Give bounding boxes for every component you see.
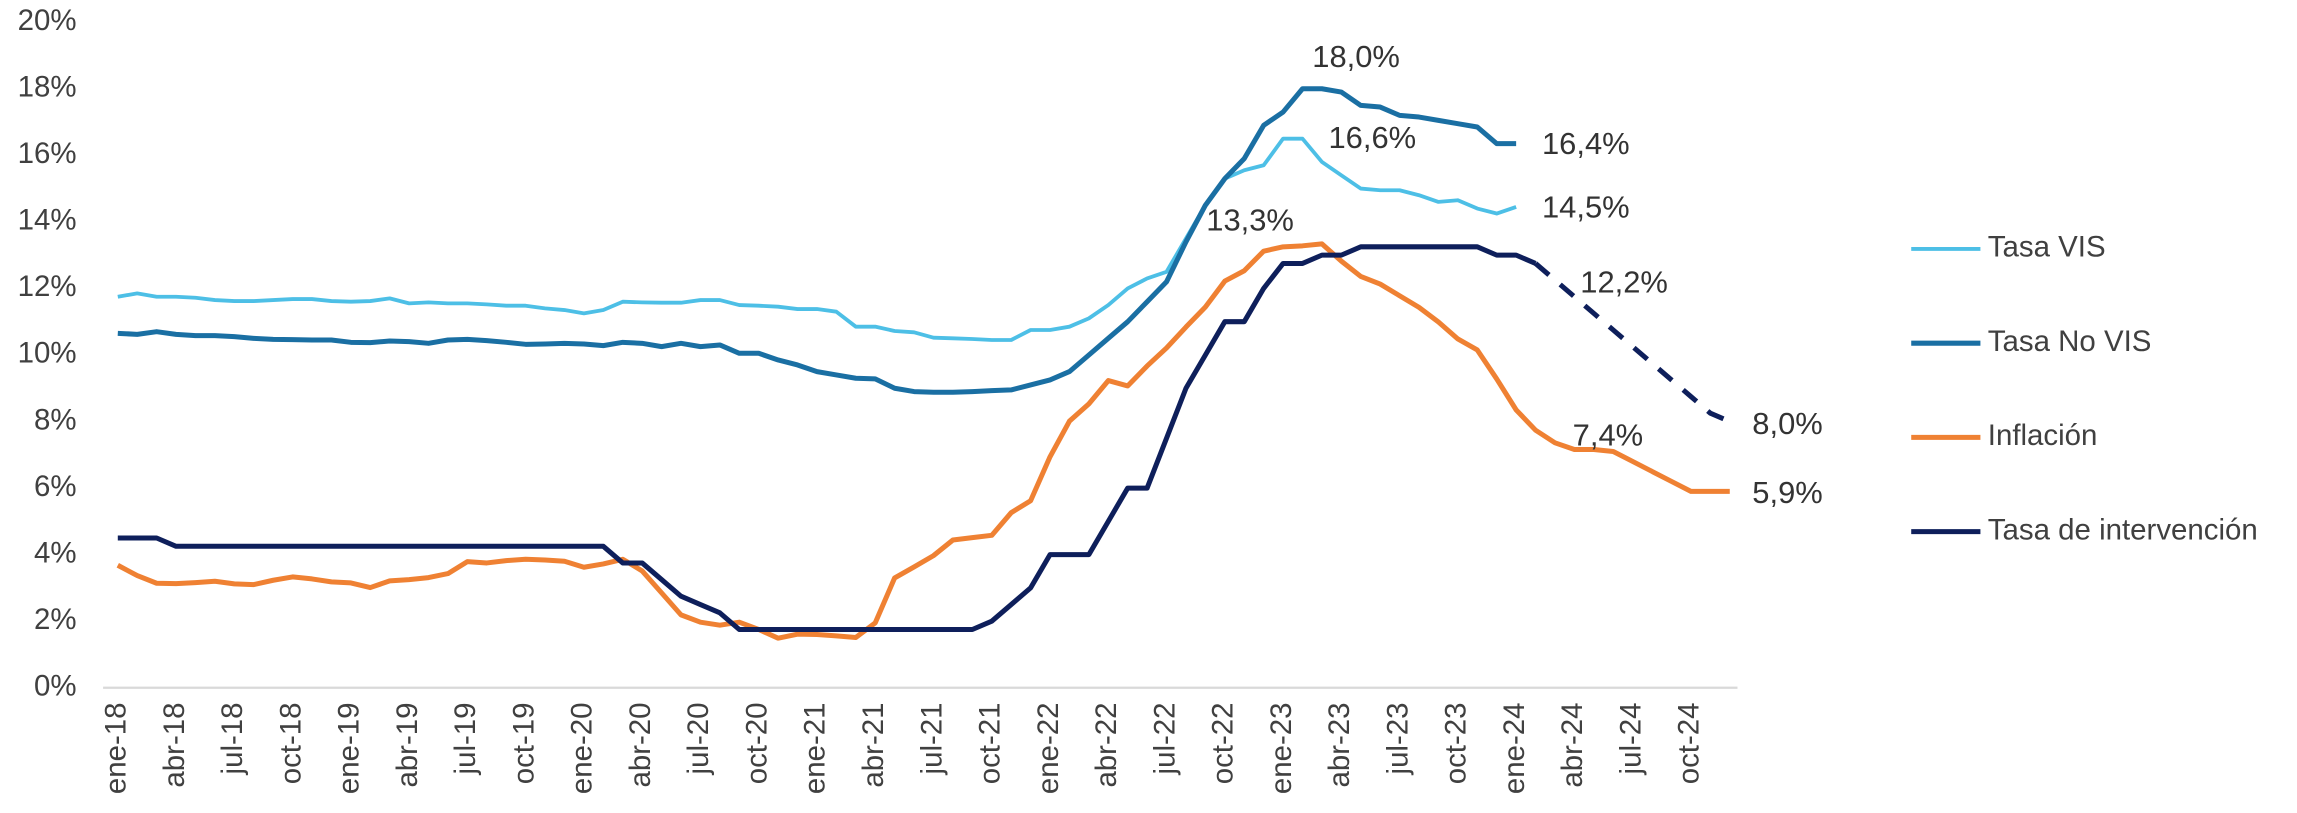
x-tick-label: oct-18 xyxy=(274,702,307,784)
y-tick-label: 10% xyxy=(18,337,77,370)
annotation: 12,2% xyxy=(1580,264,1668,299)
x-tick-label: abr-21 xyxy=(857,702,890,787)
series-line-projection xyxy=(1533,261,1731,424)
annotation: 8,0% xyxy=(1752,406,1822,441)
x-tick-label: ene-22 xyxy=(1032,702,1065,794)
y-tick-label: 4% xyxy=(34,536,77,569)
x-tick-label: oct-24 xyxy=(1673,702,1706,784)
series-line xyxy=(117,86,1517,395)
x-tick-label: oct-21 xyxy=(974,702,1007,784)
annotation: 14,5% xyxy=(1542,189,1630,224)
y-tick-label: 18% xyxy=(18,71,77,104)
annotation: 16,6% xyxy=(1328,120,1416,155)
x-tick-label: oct-23 xyxy=(1440,702,1473,784)
x-tick-label: jul-24 xyxy=(1614,702,1647,775)
annotation: 18,0% xyxy=(1312,39,1400,74)
x-tick-label: jul-22 xyxy=(1148,702,1181,775)
x-tick-label: abr-19 xyxy=(391,702,424,787)
legend-label: Tasa No VIS xyxy=(1988,325,2152,358)
annotation: 16,4% xyxy=(1542,126,1630,161)
annotation: 13,3% xyxy=(1206,203,1294,238)
x-tick-label: oct-22 xyxy=(1207,702,1240,784)
annotation: 7,4% xyxy=(1573,418,1643,453)
annotation: 5,9% xyxy=(1752,475,1822,510)
x-tick-label: abr-20 xyxy=(624,702,657,787)
y-tick-label: 8% xyxy=(34,403,77,436)
y-tick-label: 16% xyxy=(18,137,77,170)
y-tick-label: 20% xyxy=(18,4,77,37)
x-tick-label: abr-23 xyxy=(1323,702,1356,787)
x-tick-label: abr-24 xyxy=(1556,702,1589,787)
x-tick-label: abr-22 xyxy=(1090,702,1123,787)
x-tick-label: ene-20 xyxy=(566,702,599,794)
x-tick-label: oct-19 xyxy=(507,702,540,784)
y-tick-label: 6% xyxy=(34,470,77,503)
series-line xyxy=(116,241,1730,641)
legend-label: Tasa de intervención xyxy=(1988,513,2258,546)
x-tick-label: abr-18 xyxy=(158,702,191,787)
x-tick-label: ene-24 xyxy=(1498,702,1531,794)
legend-label: Inflación xyxy=(1988,419,2098,452)
x-tick-label: jul-20 xyxy=(682,702,715,775)
x-tick-label: ene-18 xyxy=(100,702,133,794)
x-tick-label: jul-19 xyxy=(449,702,482,775)
x-tick-label: oct-20 xyxy=(740,702,773,784)
x-tick-label: ene-19 xyxy=(333,702,366,794)
y-tick-label: 12% xyxy=(18,270,77,303)
x-tick-label: jul-23 xyxy=(1381,702,1414,775)
series-line xyxy=(117,244,1537,633)
legend-label: Tasa VIS xyxy=(1988,231,2106,264)
series-line xyxy=(117,136,1517,342)
y-tick-label: 0% xyxy=(34,670,77,703)
x-tick-label: jul-21 xyxy=(915,702,948,775)
y-tick-label: 14% xyxy=(18,204,77,237)
x-tick-label: jul-18 xyxy=(216,702,249,775)
y-tick-label: 2% xyxy=(34,603,77,636)
x-tick-label: ene-21 xyxy=(799,702,832,794)
x-tick-label: ene-23 xyxy=(1265,702,1298,794)
